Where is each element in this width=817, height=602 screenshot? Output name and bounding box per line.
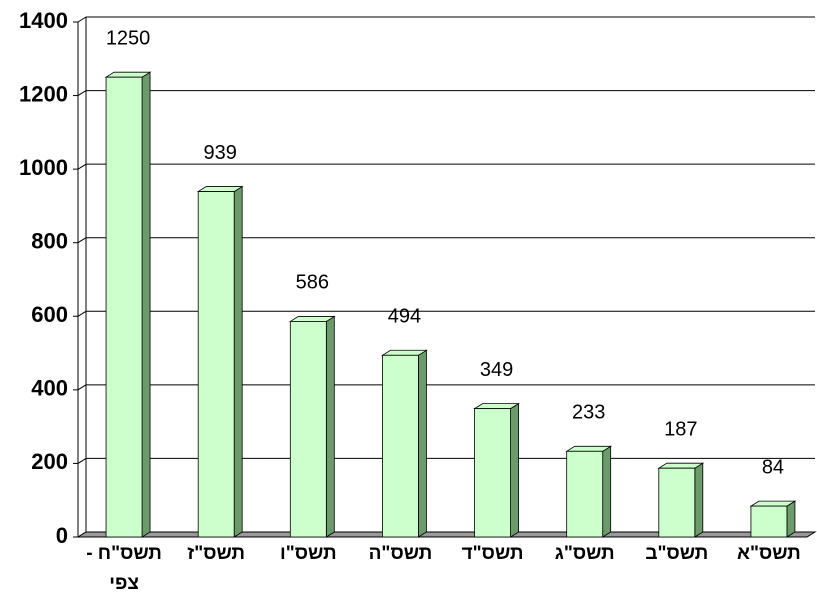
- bar: [105, 76, 143, 538]
- x-tick-label: תשס"ח - צפי: [86, 543, 162, 594]
- value-label: 84: [762, 456, 784, 478]
- bar: [289, 321, 327, 538]
- bar-top: [196, 186, 244, 192]
- bar-side: [418, 349, 427, 538]
- bar-side: [694, 462, 704, 538]
- bar-top: [288, 316, 336, 322]
- y-tick-label: 200: [31, 449, 68, 474]
- depth-line: [77, 458, 87, 464]
- floor: [76, 531, 817, 538]
- x-tick-label: תשס"א: [737, 543, 801, 564]
- y-tick-label: 800: [31, 229, 68, 254]
- y-tick-label: 400: [31, 376, 68, 401]
- depth-line: [77, 237, 87, 244]
- y-tick-label: 1400: [19, 8, 68, 33]
- bar-side: [786, 500, 796, 538]
- bar: [658, 467, 696, 538]
- bar-top: [104, 71, 152, 78]
- y-tick-label: 0: [56, 523, 68, 548]
- bar: [750, 505, 788, 538]
- value-label: 187: [664, 418, 697, 440]
- y-tick-label: 600: [31, 302, 68, 327]
- value-label: 1250: [106, 27, 151, 49]
- depth-line: [77, 310, 87, 317]
- x-tick-label: תשס"ה: [368, 543, 433, 564]
- bar-top: [657, 462, 705, 469]
- value-label: 586: [296, 272, 329, 294]
- depth-line: [77, 90, 87, 96]
- x-tick-label: תשס"ב: [645, 543, 709, 564]
- bar: [382, 354, 419, 538]
- x-tick-label: תשס"ג: [554, 543, 615, 564]
- bar-side: [325, 315, 335, 538]
- bar-side: [602, 445, 612, 538]
- bar: [474, 408, 511, 538]
- bar-top: [381, 349, 428, 356]
- depth-line: [77, 16, 87, 23]
- bar: [566, 450, 604, 538]
- bar-top: [473, 403, 520, 410]
- x-tick-label: תשס"ז: [187, 543, 246, 564]
- y-tick-label: 1000: [19, 155, 68, 180]
- x-tick-label: תשס"ו: [280, 543, 337, 564]
- value-label: 939: [204, 142, 237, 164]
- value-label: 349: [480, 359, 513, 381]
- bar-top: [565, 445, 613, 452]
- depth-line: [77, 163, 87, 170]
- y-tick-label: 1200: [19, 81, 68, 106]
- x-tick-label: תשס"ד: [461, 543, 524, 564]
- bar: [197, 191, 235, 538]
- bar-side: [510, 402, 519, 538]
- value-label: 494: [388, 306, 421, 328]
- bar-side: [141, 71, 151, 538]
- bar-top: [749, 500, 797, 507]
- depth-line: [77, 384, 87, 391]
- bar-side: [233, 185, 243, 538]
- value-label: 233: [572, 402, 605, 424]
